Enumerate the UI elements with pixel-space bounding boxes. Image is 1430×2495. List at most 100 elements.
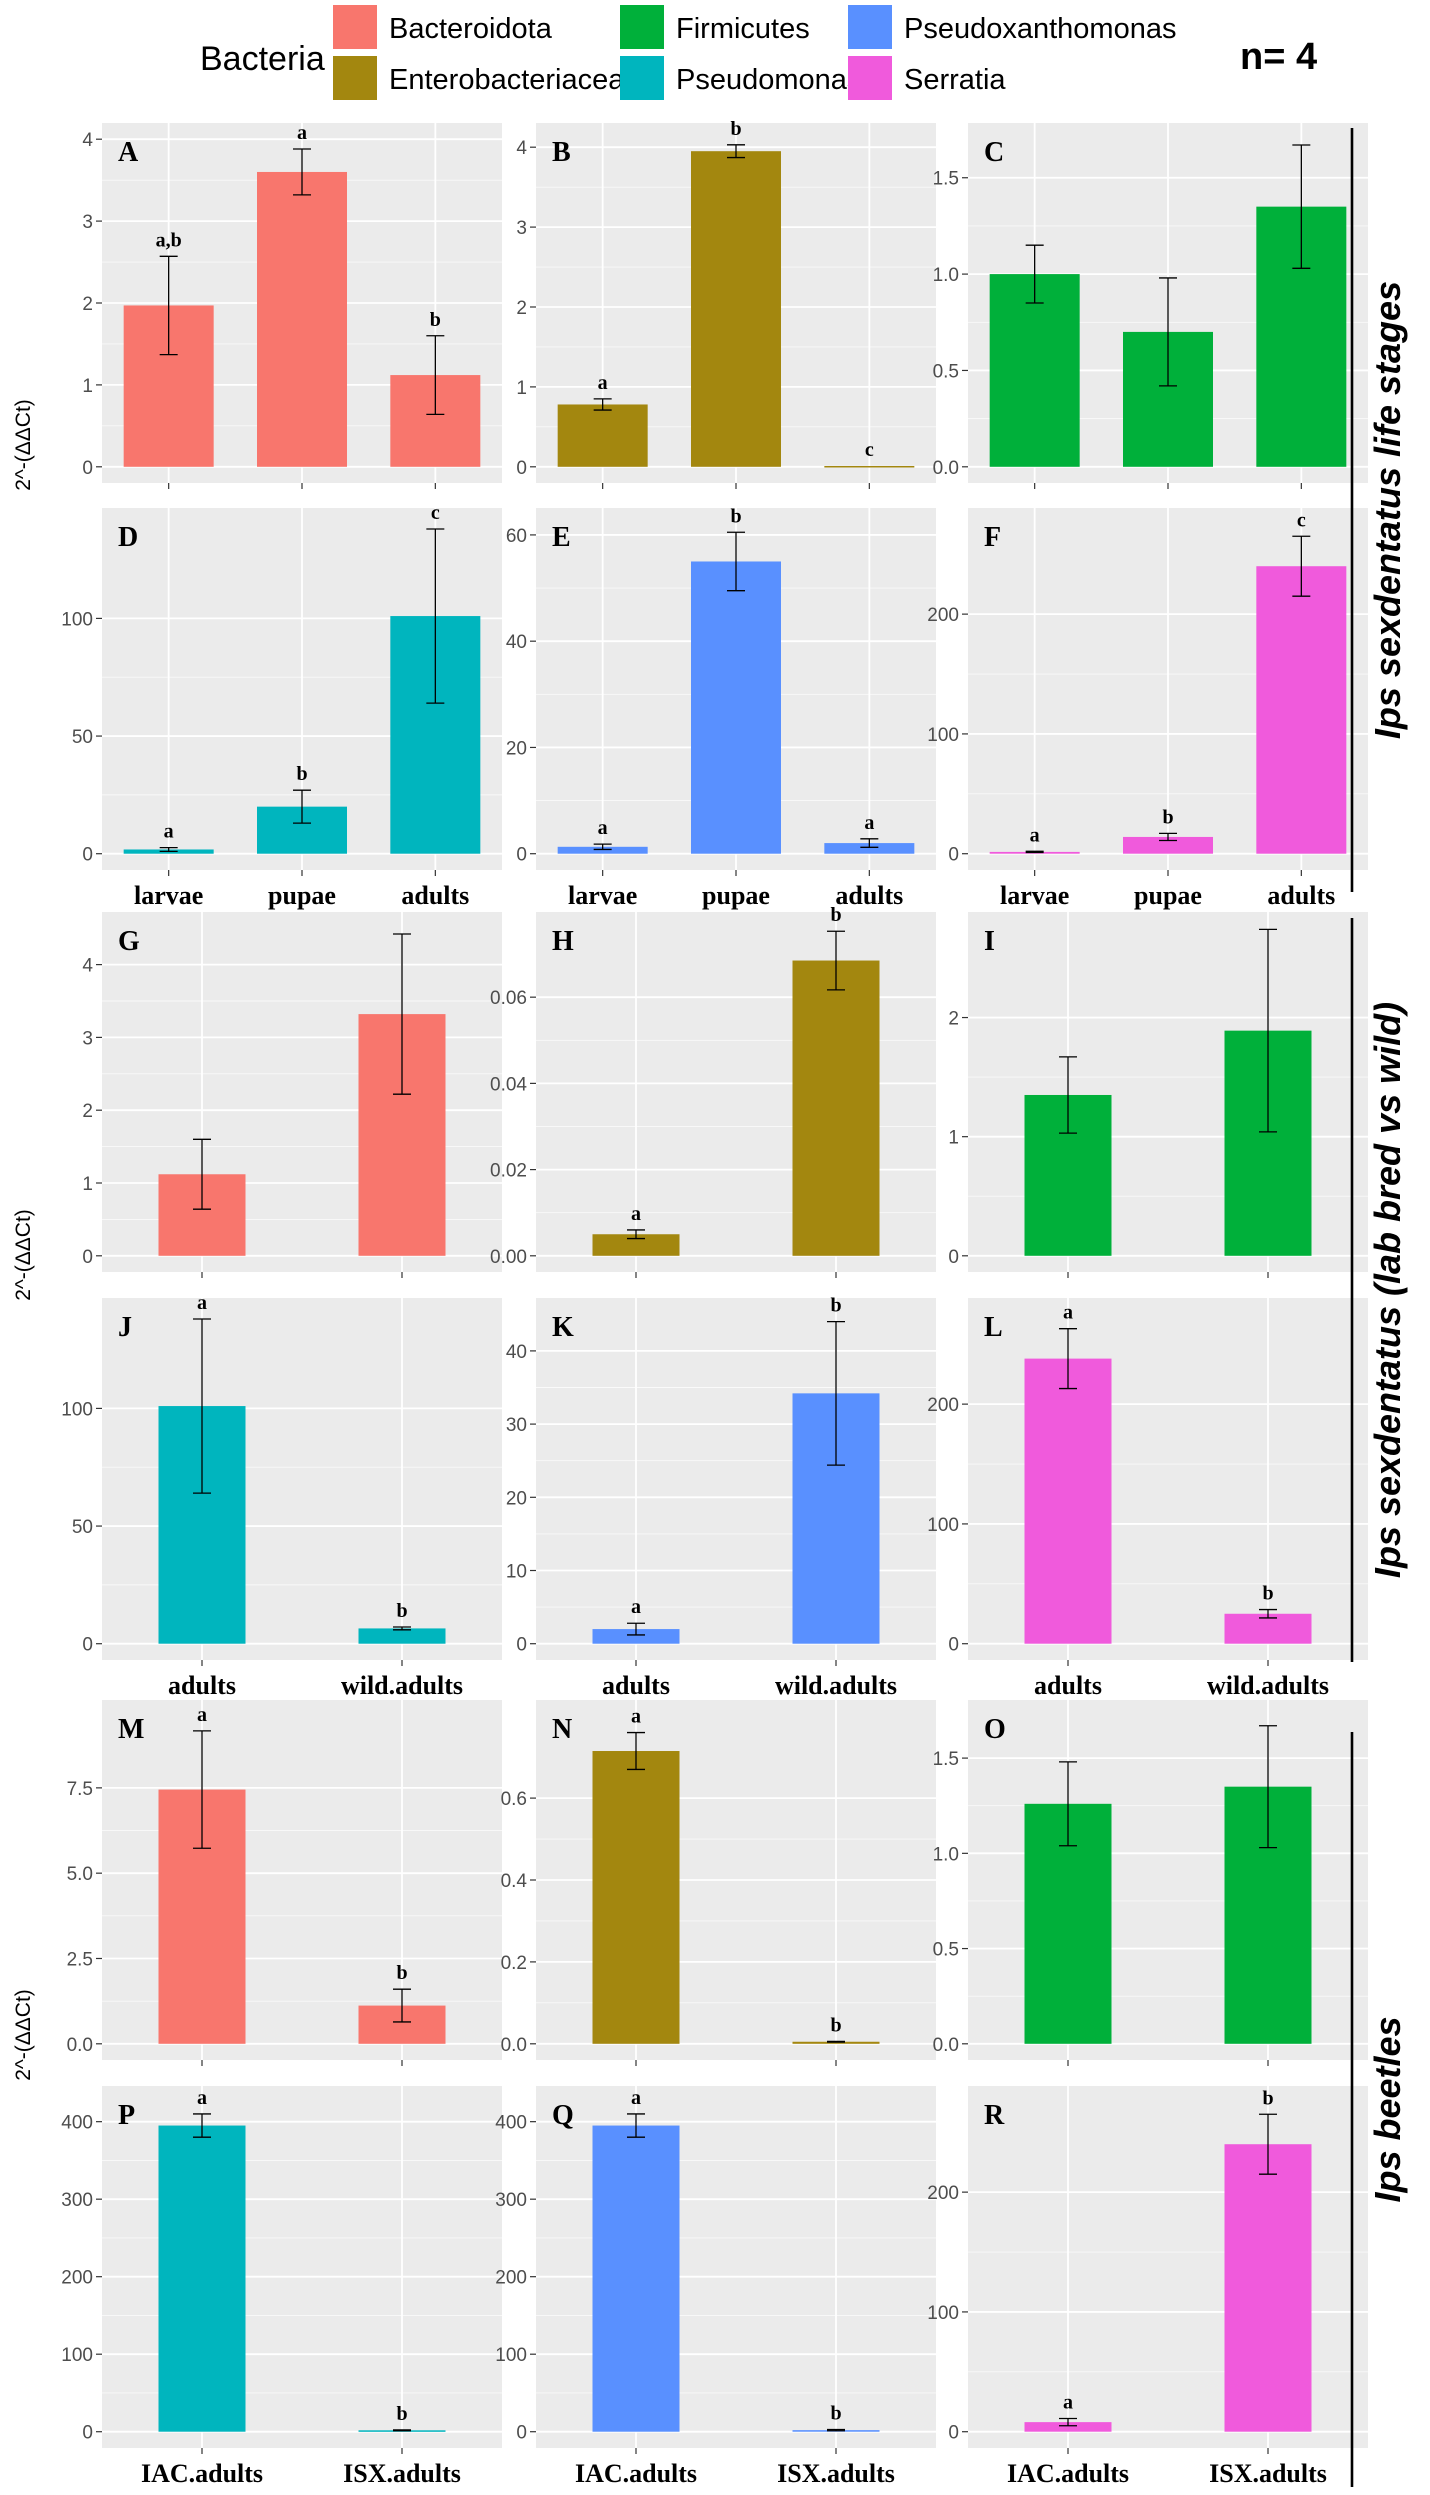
significance-letter: c	[431, 502, 440, 524]
y-tick-label: 0.4	[501, 1871, 528, 1892]
legend-label-serratia: Serratia	[904, 64, 1006, 96]
legend-label-pseudomonas: Pseudomonas	[676, 64, 862, 96]
legend-label-firmicutes: Firmicutes	[676, 13, 810, 45]
y-tick-label: 0.0	[67, 2035, 93, 2056]
panel-letter: D	[118, 522, 138, 553]
significance-letter: a	[598, 817, 608, 839]
bar-larvae	[557, 846, 648, 854]
y-tick-label: 0	[82, 458, 93, 479]
panel-letter: O	[984, 1714, 1006, 1745]
bar-pupae	[691, 151, 781, 467]
panel-q: 0 100 200 300 400 a IAC.adults b ISX.adults Q	[495, 2086, 936, 2488]
bar-isx-adults	[1224, 2144, 1312, 2432]
y-tick-label: 4	[516, 138, 527, 159]
significance-letter: a	[197, 1292, 207, 1314]
x-tick-label: IAC.adults	[1007, 2459, 1129, 2488]
y-tick-label: 100	[927, 2303, 959, 2324]
x-tick-label: larvae	[1000, 881, 1069, 910]
legend-key-serratia	[848, 56, 892, 100]
significance-letter: a	[197, 2087, 207, 2109]
y-tick-label: 100	[61, 2345, 93, 2366]
panel-letter: H	[552, 926, 574, 957]
significance-letter: b	[396, 1962, 407, 1984]
panel-g: 0 1 2 3 4 G	[82, 912, 502, 1278]
panel-n: 0.0 0.2 0.4 0.6 a b N	[501, 1700, 936, 2066]
significance-letter: b	[296, 763, 307, 785]
panel-letter: P	[118, 2100, 135, 2131]
significance-letter: a	[297, 122, 307, 144]
significance-letter: b	[1262, 2087, 1273, 2109]
y-tick-label: 1.0	[933, 265, 959, 286]
y-tick-label: 0	[516, 458, 527, 479]
y-axis-label: 2^-(ΔΔCt)	[12, 1989, 35, 2081]
legend-label-bacteroidota: Bacteroidota	[389, 13, 552, 45]
significance-letter: a	[598, 372, 608, 394]
y-tick-label: 4	[82, 956, 93, 977]
significance-letter: a	[631, 1706, 641, 1728]
y-tick-label: 2	[516, 298, 527, 319]
legend-label-pseudoxanthomonas: Pseudoxanthomonas	[904, 13, 1177, 45]
y-tick-label: 0	[516, 845, 527, 866]
x-tick-label: adults	[401, 881, 469, 910]
panel-letter: K	[552, 1312, 574, 1343]
x-tick-label: IAC.adults	[141, 2459, 263, 2488]
x-tick-label: larvae	[568, 881, 637, 910]
y-tick-label: 0.06	[490, 988, 527, 1009]
y-tick-label: 3	[516, 218, 527, 239]
bar-larvae	[989, 274, 1080, 467]
x-tick-label: larvae	[134, 881, 203, 910]
y-tick-label: 400	[495, 2113, 527, 2134]
y-tick-label: 0.0	[933, 458, 959, 479]
y-tick-label: 100	[927, 1515, 959, 1536]
y-tick-label: 50	[72, 1517, 93, 1538]
significance-letter: b	[396, 1600, 407, 1622]
y-tick-label: 200	[927, 1395, 959, 1416]
y-tick-label: 100	[927, 725, 959, 746]
y-tick-label: 10	[506, 1562, 527, 1583]
panel-b: 0 1 2 3 4 a b c B	[516, 118, 936, 489]
x-tick-label: ISX.adults	[777, 2459, 895, 2488]
y-tick-label: 400	[61, 2113, 93, 2134]
panel-i: 0 1 2 I	[948, 912, 1368, 1278]
y-tick-label: 100	[495, 2345, 527, 2366]
x-tick-label: pupae	[268, 881, 336, 910]
panel-a: 0 1 2 3 4 a,b a b A	[82, 122, 502, 489]
y-tick-label: 100	[61, 609, 93, 630]
panel-letter: Q	[552, 2100, 574, 2131]
y-tick-label: 0	[948, 845, 959, 866]
bar-iac-adults	[592, 1751, 680, 2044]
y-tick-label: 300	[61, 2190, 93, 2211]
panel-e: 0 20 40 60 a larvae b pupae a adults E	[506, 505, 936, 910]
significance-letter: c	[1297, 509, 1306, 531]
legend: Bacteria Bacteroidota Enterobacteriaceae…	[0, 0, 1430, 110]
y-tick-label: 0	[948, 1247, 959, 1268]
bar-wild-adults	[358, 1628, 446, 1644]
y-tick-label: 200	[927, 605, 959, 626]
y-tick-label: 200	[61, 2268, 93, 2289]
y-axis-label: 2^-(ΔΔCt)	[12, 1209, 35, 1301]
y-tick-label: 30	[506, 1415, 527, 1436]
y-tick-label: 0.02	[490, 1161, 527, 1182]
y-tick-label: 2	[82, 294, 93, 315]
x-tick-label: adults	[1034, 1671, 1102, 1700]
y-tick-label: 1	[82, 376, 93, 397]
panel-letter: F	[984, 522, 1001, 553]
bar-iac-adults	[158, 2125, 246, 2432]
y-tick-label: 200	[495, 2268, 527, 2289]
y-tick-label: 4	[82, 130, 93, 151]
significance-letter: b	[830, 2014, 841, 2036]
bar-pupae	[1123, 836, 1213, 854]
y-tick-label: 0.00	[490, 1247, 527, 1268]
significance-letter: a	[864, 812, 874, 834]
y-tick-label: 5.0	[67, 1864, 93, 1885]
significance-letter: b	[730, 118, 741, 140]
panel-d: 0 50 100 a larvae b pupae c adults D	[61, 502, 502, 910]
y-tick-label: 7.5	[67, 1779, 93, 1800]
y-tick-label: 2	[948, 1009, 959, 1030]
legend-key-firmicutes	[620, 5, 664, 49]
bar-pupae	[691, 561, 781, 854]
y-tick-label: 0	[516, 1635, 527, 1656]
y-tick-label: 3	[82, 1028, 93, 1049]
panel-letter: R	[984, 2100, 1005, 2131]
y-tick-label: 50	[72, 727, 93, 748]
